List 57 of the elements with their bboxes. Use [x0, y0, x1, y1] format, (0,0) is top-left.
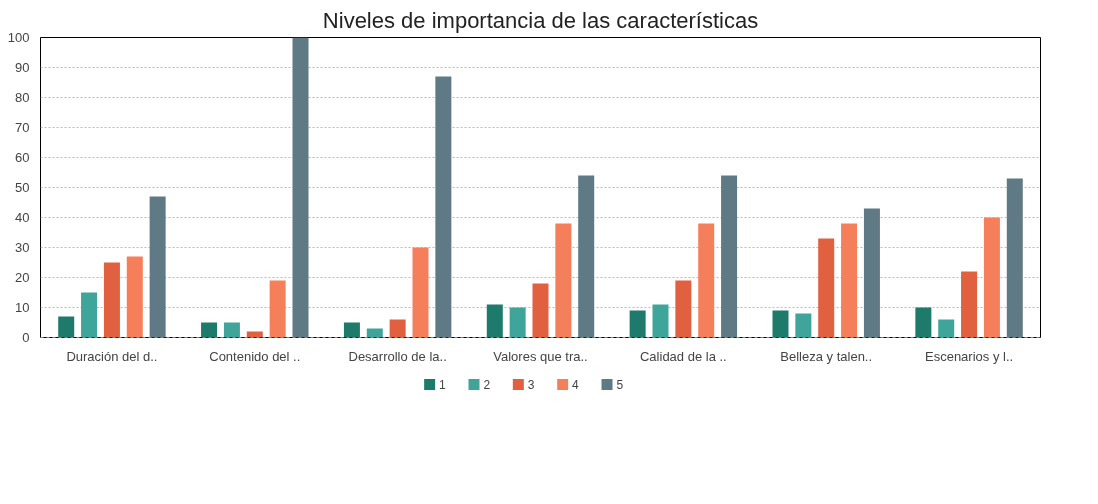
bar	[652, 304, 669, 338]
x-tick-label: Valores que tra..	[493, 348, 588, 364]
bar	[629, 310, 646, 338]
y-tick-label: 20	[15, 270, 30, 285]
bar	[269, 280, 286, 338]
y-tick-label: 60	[15, 150, 30, 165]
x-tick-label: Duración del d..	[66, 348, 158, 364]
bar	[555, 223, 572, 338]
bar	[863, 208, 880, 338]
y-tick-label: 50	[15, 180, 30, 195]
bar	[818, 238, 835, 338]
bar	[983, 217, 1000, 338]
bar	[915, 307, 932, 338]
bar	[698, 223, 715, 338]
x-tick-label: Escenarios y l..	[925, 348, 1014, 364]
legend-label: 2	[483, 378, 491, 392]
legend-label: 3	[527, 378, 535, 392]
y-tick-label: 30	[15, 240, 30, 255]
bar	[126, 256, 143, 338]
legend-label: 1	[439, 378, 447, 392]
x-tick-label: Desarrollo de la..	[348, 348, 447, 364]
x-tick-label: Calidad de la ..	[640, 348, 727, 364]
bar	[1006, 178, 1023, 338]
y-tick-label: 0	[22, 330, 30, 345]
y-tick-label: 100	[7, 30, 30, 45]
bar	[412, 247, 429, 338]
bar	[81, 292, 98, 338]
bar	[578, 175, 595, 338]
y-tick-label: 40	[15, 210, 30, 225]
y-tick-label: 80	[15, 90, 30, 105]
bar	[675, 280, 692, 338]
bar	[389, 319, 406, 338]
bar	[223, 322, 240, 338]
bar	[772, 310, 789, 338]
legend-label: 4	[572, 378, 580, 392]
y-tick-label: 10	[15, 300, 30, 315]
bar	[509, 307, 526, 338]
bar	[103, 262, 120, 338]
y-tick-label: 90	[15, 60, 30, 75]
bar	[795, 313, 812, 338]
x-tick-label: Belleza y talen..	[780, 348, 873, 364]
bar	[343, 322, 360, 338]
bar	[938, 319, 955, 338]
bar	[435, 76, 452, 338]
x-tick-label: Contenido del ..	[209, 348, 301, 364]
bar	[841, 223, 858, 338]
bar	[201, 322, 218, 338]
legend-label: 5	[616, 378, 624, 392]
bar	[486, 304, 503, 338]
bar	[721, 175, 738, 338]
bar	[149, 196, 166, 338]
bar	[961, 271, 978, 338]
bar	[58, 316, 75, 338]
y-tick-label: 70	[15, 120, 30, 135]
chart-title: Niveles de importancia de las características	[322, 7, 759, 33]
bar	[292, 37, 309, 338]
bar	[532, 283, 549, 338]
